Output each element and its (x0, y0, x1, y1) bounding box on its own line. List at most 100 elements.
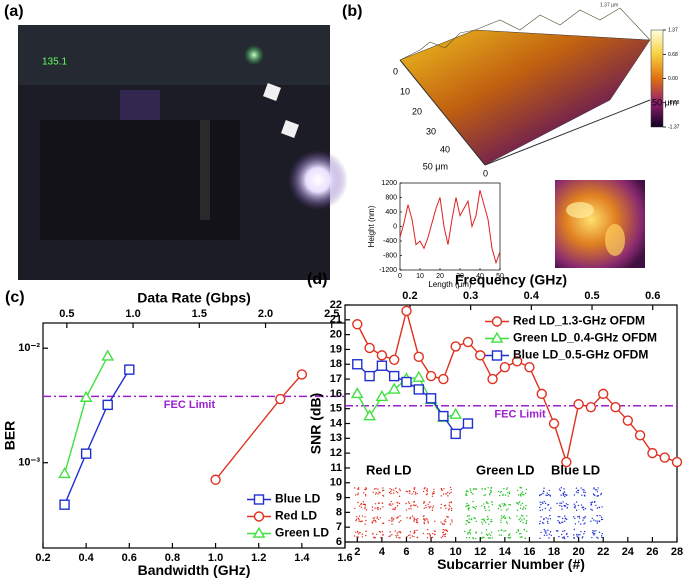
annotation: Green LD (476, 462, 535, 477)
constellation-dot (398, 488, 401, 490)
constellation-dot (392, 508, 394, 510)
constellation-dot (550, 507, 552, 509)
constellation-dot (508, 516, 511, 518)
marker (647, 447, 658, 459)
constellation-dot (486, 502, 488, 504)
constellation-dot (394, 508, 396, 510)
constellation-dot (441, 489, 443, 491)
constellation-dot (390, 492, 392, 495)
series-line (356, 363, 469, 435)
constellation-dot (375, 492, 377, 494)
constellation-dot (516, 531, 518, 533)
constellation-dot (430, 506, 432, 508)
constellation-dot (559, 522, 561, 525)
constellation-dot (563, 520, 566, 522)
constellation-dot (448, 502, 451, 504)
constellation-dot (591, 509, 593, 511)
constellation-dot (475, 520, 478, 522)
constellation-dot (522, 508, 524, 511)
constellation-dot (377, 508, 379, 511)
constellation-dot (469, 490, 472, 492)
constellation-dot (509, 504, 512, 506)
constellation-dot (595, 520, 597, 522)
constellation-dot (358, 518, 360, 521)
constellation-dot (490, 490, 493, 492)
afm-image (555, 180, 645, 268)
constellation-dot (580, 523, 582, 525)
constellation-dot (526, 530, 528, 532)
panel-label: (a) (4, 3, 24, 20)
constellation-dot (444, 504, 447, 507)
constellation-dot (415, 504, 417, 506)
constellation-dot (374, 507, 376, 509)
constellation-dot (547, 518, 549, 520)
constellation-dot (431, 509, 434, 512)
constellation-dot (562, 501, 564, 503)
constellation-dot (575, 501, 578, 503)
constellation-dot (563, 491, 566, 493)
y-tick-label: 800 (385, 194, 397, 201)
constellation-dot (521, 519, 523, 521)
marker (124, 364, 135, 375)
constellation-dot (520, 514, 523, 517)
constellation-dot (447, 509, 450, 511)
constellation-dot (486, 518, 489, 521)
marker (524, 362, 535, 373)
constellation-dot (548, 537, 550, 539)
x-tick-label: 18 (548, 546, 560, 558)
constellation-dot (576, 535, 578, 537)
constellation-dot (446, 491, 449, 494)
marker (561, 456, 572, 468)
constellation-dot (517, 530, 520, 532)
constellation-dot (504, 504, 507, 506)
constellation-dot (391, 534, 393, 536)
constellation-dot (427, 522, 429, 524)
constellation-dot (566, 507, 568, 509)
constellation-dot (491, 520, 493, 523)
constellation-dot (516, 515, 518, 517)
constellation-dot (415, 518, 418, 521)
y-tick-label: 15 (330, 403, 342, 415)
constellation-dot (543, 534, 546, 537)
constellation-dot (482, 536, 484, 539)
constellation-dot (371, 521, 373, 523)
constellation-dot (556, 530, 559, 532)
constellation-dot (426, 537, 429, 539)
constellation-dot (508, 492, 511, 495)
constellation-dot (565, 518, 568, 521)
constellation-dot (592, 493, 595, 495)
constellation-dot (408, 490, 411, 492)
constellation-dot (397, 534, 399, 536)
constellation-dot (543, 518, 545, 520)
constellation-dot (502, 493, 504, 496)
x2-tick-label: 0.3 (463, 290, 478, 302)
x-axis-label: Length (μm) (428, 280, 472, 289)
constellation-dot (525, 492, 527, 494)
constellation-dot (355, 531, 357, 533)
constellation-dot (500, 490, 503, 493)
y-tick-label: 9 (336, 491, 342, 503)
constellation-dot (489, 537, 491, 540)
constellation-dot (574, 517, 576, 520)
marker (58, 467, 71, 479)
constellation-dot (468, 530, 471, 532)
legend-label: Red LD (275, 509, 317, 523)
constellation-dot (597, 487, 599, 489)
constellation-dot (423, 521, 425, 523)
constellation-dot (500, 534, 502, 536)
constellation-dot (466, 505, 468, 507)
constellation-dot (373, 519, 375, 521)
constellation-dot (440, 507, 442, 509)
constellation-dot (541, 509, 544, 511)
constellation-dot (373, 536, 375, 539)
constellation-dot (543, 487, 545, 489)
constellation-dot (469, 488, 471, 490)
constellation-dot (483, 494, 485, 497)
constellation-dot (539, 501, 541, 503)
constellation-dot (447, 495, 449, 497)
constellation-dot (357, 530, 359, 532)
legend-marker (253, 511, 265, 522)
constellation-dot (584, 522, 586, 524)
constellation-dot (497, 490, 500, 493)
constellation-dot (509, 536, 512, 539)
